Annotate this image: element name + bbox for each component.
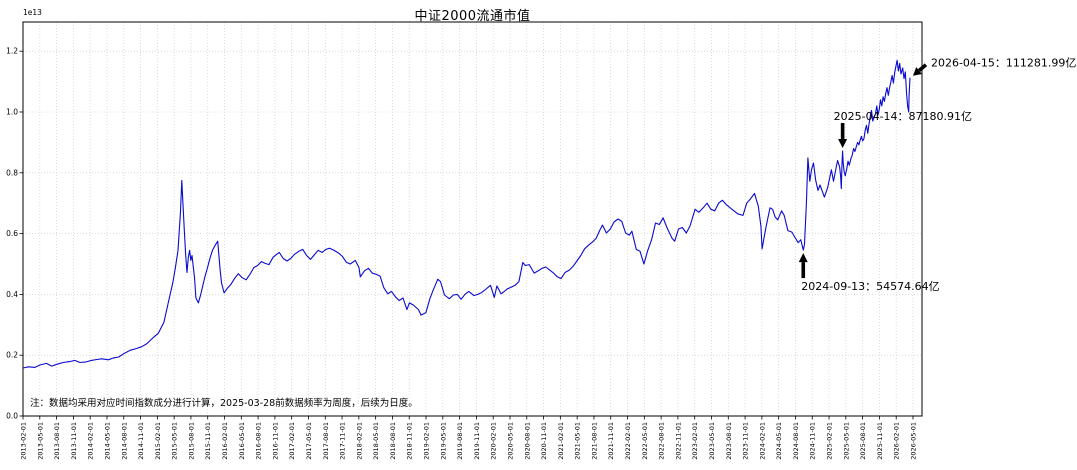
x-tick-label: 2023-11-01 — [742, 422, 750, 460]
annotation-label: 2024-09-13：54574.64亿 — [801, 280, 939, 293]
y-tick-label: 1.0 — [6, 108, 18, 117]
x-tick-label: 2024-05-01 — [775, 422, 783, 460]
x-tick-label: 2022-08-01 — [658, 422, 666, 460]
y-tick-label: 0.4 — [6, 290, 18, 299]
x-tick-label: 2015-05-01 — [171, 422, 179, 460]
x-tick-label: 2014-05-01 — [103, 422, 111, 460]
y-axis-offset-label: 1e13 — [23, 8, 42, 17]
x-tick-label: 2014-02-01 — [87, 422, 95, 460]
x-tick-label: 2013-02-01 — [20, 422, 28, 460]
x-tick-label: 2025-05-01 — [842, 422, 850, 460]
x-tick-label: 2018-02-01 — [355, 422, 363, 460]
x-tick-label: 2024-11-01 — [809, 422, 817, 460]
x-tick-label: 2023-02-01 — [691, 422, 699, 460]
annotation-arrow-shaft — [917, 63, 928, 72]
annotation-label: 2025-04-14：87180.91亿 — [834, 110, 972, 123]
annotation-arrowhead — [798, 253, 808, 263]
y-tick-label: 1.2 — [6, 47, 18, 56]
y-tick-label: 0.0 — [6, 412, 18, 421]
x-tick-label: 2019-02-01 — [423, 422, 431, 460]
x-tick-label: 2022-02-01 — [624, 422, 632, 460]
x-tick-label: 2016-05-01 — [238, 422, 246, 460]
annotation-arrow-shaft — [801, 262, 806, 279]
annotation-arrowhead — [838, 138, 848, 148]
x-tick-label: 2020-05-01 — [506, 422, 514, 460]
chart-note: 注：数据均采用对应时间指数成分进行计算，2025-03-28前数据频率为周度，后… — [30, 398, 418, 409]
x-tick-label: 2019-11-01 — [473, 422, 481, 460]
x-tick-label: 2022-05-01 — [641, 422, 649, 460]
x-tick-label: 2017-08-01 — [322, 422, 330, 460]
x-tick-label: 2020-02-01 — [490, 422, 498, 460]
x-tick-label: 2026-02-01 — [893, 422, 901, 460]
x-tick-label: 2021-05-01 — [574, 422, 582, 460]
annotation-arrow-shaft — [840, 122, 845, 139]
x-tick-label: 2024-02-01 — [758, 422, 766, 460]
x-tick-label: 2016-08-01 — [255, 422, 263, 460]
x-tick-label: 2025-02-01 — [826, 422, 834, 460]
x-tick-label: 2017-11-01 — [339, 422, 347, 460]
x-tick-label: 2014-11-01 — [137, 422, 145, 460]
x-tick-label: 2025-11-01 — [876, 422, 884, 460]
x-tick-label: 2014-08-01 — [120, 422, 128, 460]
chart-title: 中证2000流通市值 — [414, 9, 531, 24]
x-tick-label: 2013-08-01 — [53, 422, 61, 460]
x-tick-label: 2024-08-01 — [792, 422, 800, 460]
x-tick-label: 2021-02-01 — [557, 422, 565, 460]
x-tick-label: 2019-05-01 — [439, 422, 447, 460]
x-tick-label: 2021-11-01 — [607, 422, 615, 460]
x-tick-label: 2025-08-01 — [859, 422, 867, 460]
market-cap-line — [22, 59, 911, 369]
x-tick-label: 2016-11-01 — [271, 422, 279, 460]
x-tick-label: 2023-05-01 — [708, 422, 716, 460]
y-tick-label: 0.8 — [6, 168, 18, 177]
x-tick-label: 2015-11-01 — [204, 422, 212, 460]
x-tick-label: 2013-11-01 — [70, 422, 78, 460]
x-tick-label: 2019-08-01 — [456, 422, 464, 460]
x-tick-label: 2015-08-01 — [187, 422, 195, 460]
x-tick-label: 2013-05-01 — [36, 422, 44, 460]
annotation-arrowhead — [912, 67, 923, 76]
x-tick-label: 2015-02-01 — [154, 422, 162, 460]
x-tick-label: 2017-02-01 — [288, 422, 296, 460]
y-tick-label: 0.2 — [6, 351, 18, 360]
plot-frame — [22, 21, 923, 417]
x-tick-label: 2018-05-01 — [372, 422, 380, 460]
x-tick-label: 2023-08-01 — [725, 422, 733, 460]
annotation-label: 2026-04-15：111281.99亿 — [931, 57, 1076, 70]
y-tick-label: 0.6 — [6, 229, 18, 238]
x-tick-label: 2026-05-01 — [910, 422, 918, 460]
x-tick-label: 2017-05-01 — [305, 422, 313, 460]
x-tick-label: 2020-11-01 — [540, 422, 548, 460]
x-tick-label: 2016-02-01 — [221, 422, 229, 460]
x-tick-label: 2021-08-01 — [590, 422, 598, 460]
x-tick-label: 2022-11-01 — [674, 422, 682, 460]
x-tick-label: 2018-08-01 — [389, 422, 397, 460]
x-tick-label: 2020-08-01 — [523, 422, 531, 460]
x-tick-label: 2018-11-01 — [406, 422, 414, 460]
